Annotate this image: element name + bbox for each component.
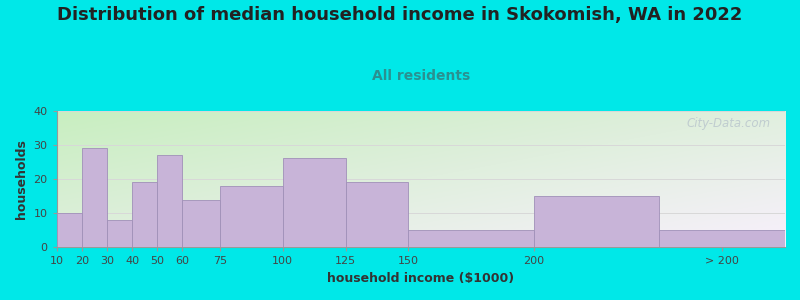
Bar — [132, 182, 157, 248]
Bar — [107, 220, 132, 248]
Bar — [220, 186, 282, 247]
Bar — [282, 158, 346, 248]
X-axis label: household income ($1000): household income ($1000) — [327, 272, 514, 285]
Bar — [408, 230, 534, 248]
Bar — [346, 182, 408, 248]
Y-axis label: households: households — [15, 139, 28, 219]
Bar — [534, 196, 659, 248]
Bar — [157, 155, 182, 247]
Text: City-Data.com: City-Data.com — [686, 117, 770, 130]
Bar — [82, 148, 107, 247]
Bar — [57, 213, 82, 247]
Title: All residents: All residents — [372, 69, 470, 83]
Text: Distribution of median household income in Skokomish, WA in 2022: Distribution of median household income … — [58, 6, 742, 24]
Bar — [659, 230, 785, 248]
Bar — [182, 200, 220, 247]
